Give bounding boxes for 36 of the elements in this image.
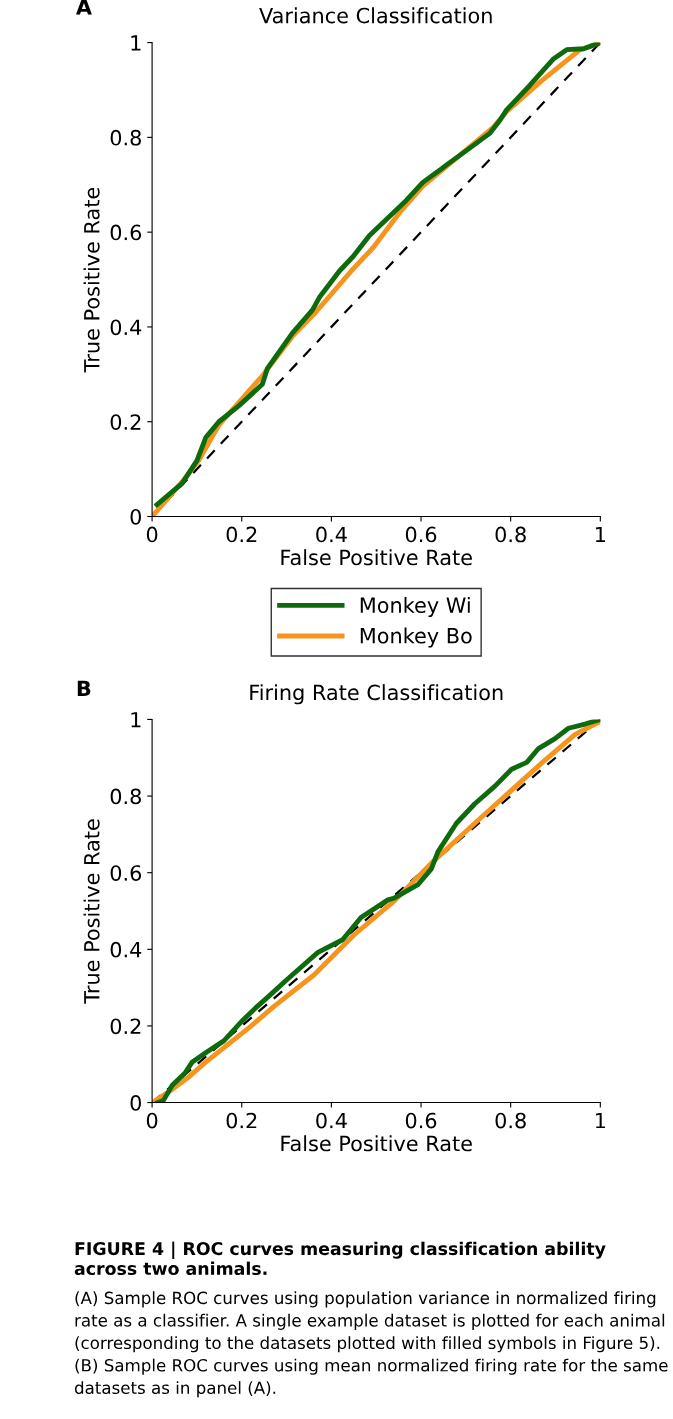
x-axis-title: False Positive Rate <box>281 549 472 566</box>
x-tick-label: 0.4 <box>316 526 347 543</box>
x-tick-label: 1 <box>595 1112 606 1129</box>
y-tick-label: 0.8 <box>110 788 141 805</box>
text: (A) Sample ROC curves using population variance in normalized firing rate as a classifier. A single example dataset is plotted for each animal (corresponding to the datasets plotted with filled symbols in Figure 5). (B) Sample ROC curves using mean normalized firing rate for the same datasets as in panel (A). <box>74 1291 668 1398</box>
x-tick-label: 1 <box>595 526 606 543</box>
x-tick-label: 0.2 <box>226 1112 257 1129</box>
x-tick-label: 0.6 <box>405 526 437 543</box>
x-tick-label: 0.4 <box>316 1112 347 1129</box>
legend-label: Monkey Wi <box>360 596 470 618</box>
chart-title: Firing Rate Classification <box>250 684 503 705</box>
y-tick-label: 0.4 <box>110 319 142 336</box>
x-axis-title: False Positive Rate <box>281 1135 472 1152</box>
x-tick-label: 0.2 <box>226 526 257 543</box>
y-axis-title: True Positive Rate <box>83 819 100 1004</box>
text: A <box>76 0 92 15</box>
chart-title: Variance Classification <box>259 7 492 24</box>
y-tick-label: 1 <box>131 712 141 728</box>
y-tick-label: 0 <box>130 1095 141 1111</box>
y-tick-label: 0.2 <box>110 1018 141 1035</box>
y-tick-label: 0.6 <box>110 865 142 881</box>
y-tick-label: 0.2 <box>110 414 141 430</box>
y-tick-label: 0.6 <box>110 224 142 241</box>
x-tick-label: 0.8 <box>495 526 526 543</box>
x-tick-label: 0 <box>146 1112 158 1129</box>
y-tick-label: 1 <box>131 35 141 51</box>
y-tick-label: 0 <box>130 508 141 525</box>
x-tick-label: 0.8 <box>495 1112 526 1129</box>
caption: FIGURE 4 | ROC curves measuring classification ability across two animals. <box>74 1241 606 1276</box>
x-tick-label: 0.6 <box>405 1112 437 1129</box>
x-tick-label: 0 <box>146 526 158 543</box>
text: B <box>77 680 91 696</box>
y-axis-title: True Positive Rate <box>83 187 100 373</box>
y-tick-label: 0.8 <box>110 129 141 146</box>
legend-label: Monkey Bo <box>360 627 472 648</box>
y-tick-label: 0.4 <box>110 941 142 958</box>
